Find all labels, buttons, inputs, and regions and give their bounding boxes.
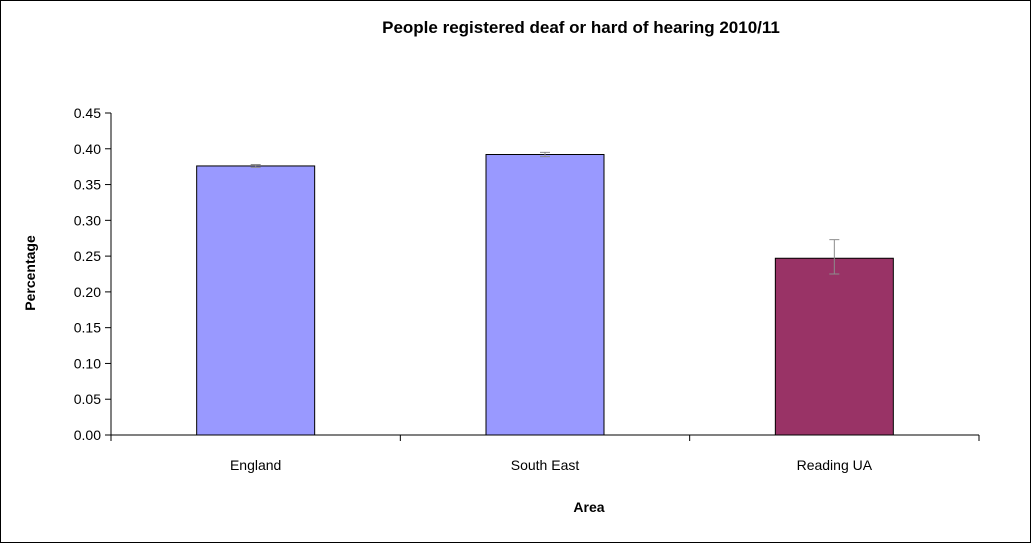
y-axis-title: Percentage [22, 235, 38, 311]
x-tick-label: South East [511, 457, 580, 473]
bar-england [196, 165, 316, 436]
y-tick-label: 0.35 [74, 177, 101, 193]
x-tick-label: England [230, 457, 281, 473]
plot-area: 0.00 0.05 0.10 0.15 0.20 0.25 0.30 0.35 0.40 0.45… [74, 105, 980, 473]
y-tick-label: 0.30 [74, 212, 101, 228]
bar-reading-ua [774, 257, 894, 436]
chart-title: People registered deaf or hard of hearin… [382, 18, 780, 37]
y-tick-label: 0.10 [74, 355, 101, 371]
x-tick-label: Reading UA [797, 457, 873, 473]
y-tick-label: 0.05 [74, 391, 101, 407]
y-tick-label: 0.20 [74, 284, 101, 300]
y-tick-label: 0.25 [74, 248, 101, 264]
y-tick-label: 0.15 [74, 320, 101, 336]
x-axis-title: Area [573, 499, 604, 515]
bar-south-east [485, 154, 605, 436]
y-tick-label: 0.40 [74, 141, 101, 157]
y-tick-label: 0.00 [74, 427, 101, 443]
y-tick-label: 0.45 [74, 105, 101, 121]
